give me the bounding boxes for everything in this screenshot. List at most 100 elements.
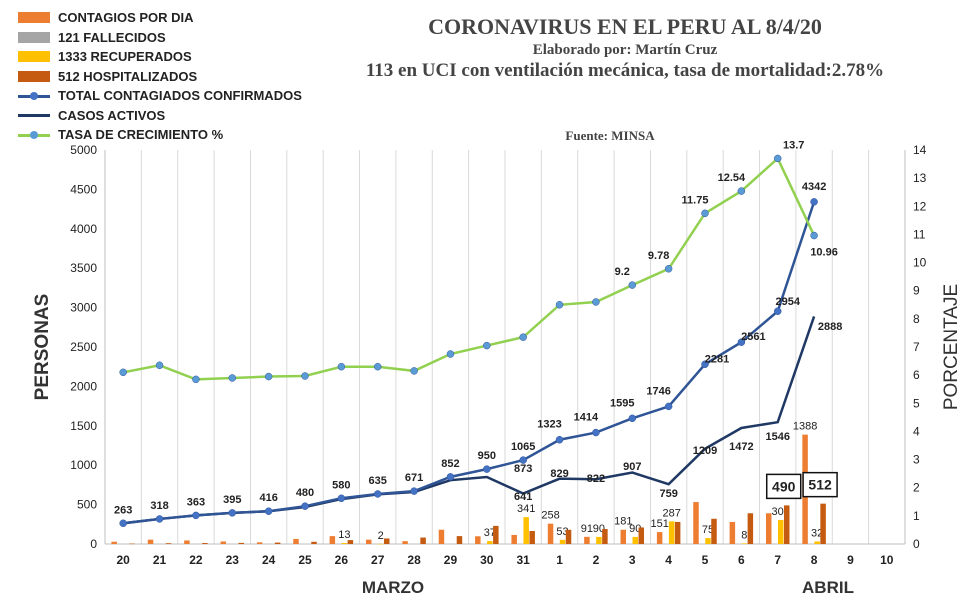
legend-swatch bbox=[18, 90, 50, 102]
total-data-label: 1746 bbox=[646, 385, 670, 397]
x-tick-label: 9 bbox=[847, 553, 854, 567]
active-data-label: 829 bbox=[550, 468, 568, 480]
y2-tick-label: 3 bbox=[913, 453, 920, 467]
bar bbox=[438, 529, 445, 544]
bar bbox=[620, 529, 627, 544]
legend-label: CONTAGIOS POR DIA bbox=[58, 10, 194, 26]
bar-data-label: 287 bbox=[662, 507, 680, 519]
bar-data-label: 341 bbox=[517, 503, 535, 515]
bar bbox=[523, 517, 529, 544]
y-tick-label: 500 bbox=[77, 498, 97, 512]
y-tick-label: 3000 bbox=[70, 301, 97, 315]
bar bbox=[329, 536, 336, 544]
y-tick-label: 4500 bbox=[70, 182, 97, 196]
legend-swatch bbox=[18, 51, 50, 63]
y-tick-label: 5000 bbox=[70, 143, 97, 157]
y2-tick-label: 12 bbox=[913, 199, 927, 213]
bar bbox=[147, 539, 154, 544]
growth-rate-point bbox=[519, 333, 527, 341]
x-tick-label: 24 bbox=[262, 553, 276, 567]
x-tick-label: 23 bbox=[226, 553, 240, 567]
bar bbox=[377, 543, 384, 545]
legend-item: 1333 RECUPERADOS bbox=[18, 47, 302, 67]
active-data-label: 759 bbox=[659, 488, 677, 500]
total-confirmed-point bbox=[446, 473, 455, 481]
bar-data-label: 181 bbox=[614, 516, 632, 528]
chart-title: CORONAVIRUS EN EL PERU AL 8/4/20 bbox=[428, 14, 822, 39]
total-confirmed-point bbox=[337, 494, 346, 503]
bar bbox=[656, 532, 663, 544]
total-data-label: 318 bbox=[150, 500, 168, 512]
growth-rate-point bbox=[555, 301, 564, 309]
bar bbox=[274, 542, 281, 544]
growth-rate-data-label: 10.96 bbox=[810, 247, 838, 259]
bar bbox=[341, 542, 348, 544]
total-confirmed-point bbox=[519, 456, 527, 464]
bar-data-label: 91 bbox=[581, 523, 593, 535]
legend-label: 512 HOSPITALIZADOS bbox=[58, 68, 198, 84]
bar bbox=[487, 541, 493, 544]
total-confirmed-line bbox=[123, 201, 816, 525]
x-tick-label: 22 bbox=[189, 553, 203, 567]
legend-item: CASOS ACTIVOS bbox=[18, 106, 302, 126]
bar bbox=[741, 543, 748, 544]
x-tick-label: 31 bbox=[517, 553, 531, 567]
y2-tick-label: 9 bbox=[913, 284, 920, 298]
bar bbox=[584, 536, 590, 544]
legend-item: TASA DE CRECIMIENTO % bbox=[18, 125, 302, 145]
x-tick-label: 30 bbox=[480, 553, 494, 567]
x-tick-label: 10 bbox=[880, 553, 894, 567]
total-confirmed-point bbox=[192, 511, 200, 520]
legend-label: TOTAL CONTAGIADOS CONFIRMADOS bbox=[58, 88, 302, 104]
bar-data-label: 75 bbox=[702, 524, 714, 536]
bar bbox=[402, 541, 408, 544]
bar-data-label: 258 bbox=[541, 510, 559, 522]
growth-rate-point bbox=[773, 154, 782, 163]
total-data-label: 480 bbox=[296, 487, 314, 499]
x-tick-label: 2 bbox=[593, 553, 600, 567]
bar bbox=[602, 529, 608, 544]
x-tick-label: 21 bbox=[153, 553, 167, 567]
growth-rate-point bbox=[337, 362, 346, 371]
legend-label: 1333 RECUPERADOS bbox=[58, 49, 192, 65]
legend-item: 121 FALLECIDOS bbox=[18, 28, 302, 48]
y-tick-label: 2500 bbox=[70, 340, 97, 354]
total-confirmed-point bbox=[810, 198, 818, 206]
bar bbox=[674, 521, 681, 544]
total-data-label: 363 bbox=[187, 496, 205, 508]
total-data-label: 1414 bbox=[574, 412, 599, 424]
total-data-label: 4342 bbox=[802, 181, 826, 193]
x-tick-label: 26 bbox=[335, 553, 349, 567]
bar-data-label: 1388 bbox=[793, 421, 817, 433]
bar-data-label: 90 bbox=[629, 523, 641, 535]
active-data-label: 873 bbox=[514, 463, 532, 475]
growth-rate-point bbox=[628, 281, 637, 289]
y2-tick-label: 8 bbox=[913, 312, 920, 326]
growth-rate-data-label: 12.54 bbox=[718, 172, 746, 184]
boxed-data-label-frame bbox=[802, 471, 838, 498]
bar bbox=[111, 541, 117, 544]
x-tick-label: 6 bbox=[738, 553, 745, 567]
total-data-label: 416 bbox=[259, 492, 277, 504]
legend-label: TASA DE CRECIMIENTO % bbox=[58, 127, 224, 143]
bar-data-label: 13 bbox=[338, 529, 350, 541]
total-data-label: 1065 bbox=[511, 441, 535, 453]
bar bbox=[765, 513, 772, 544]
growth-rate-point bbox=[119, 368, 127, 377]
y2-axis-title: PORCENTAJE bbox=[941, 284, 962, 410]
chart-titles: CORONAVIRUS EN EL PERU AL 8/4/20 Elabora… bbox=[330, 14, 920, 82]
total-confirmed-point bbox=[628, 414, 637, 423]
bar-data-label: 151 bbox=[650, 518, 668, 530]
y2-tick-label: 1 bbox=[913, 509, 920, 523]
bar bbox=[347, 540, 354, 544]
growth-rate-point bbox=[810, 231, 818, 240]
chart-note: 113 en UCI con ventilación mecánica, tas… bbox=[365, 60, 885, 81]
growth-rate-point bbox=[446, 350, 455, 358]
y2-tick-label: 14 bbox=[913, 143, 927, 157]
y2-tick-label: 4 bbox=[913, 424, 920, 438]
bar bbox=[632, 536, 639, 544]
growth-rate-point bbox=[192, 375, 200, 384]
legend-swatch bbox=[18, 31, 50, 43]
growth-rate-data-label: 11.75 bbox=[682, 194, 709, 206]
